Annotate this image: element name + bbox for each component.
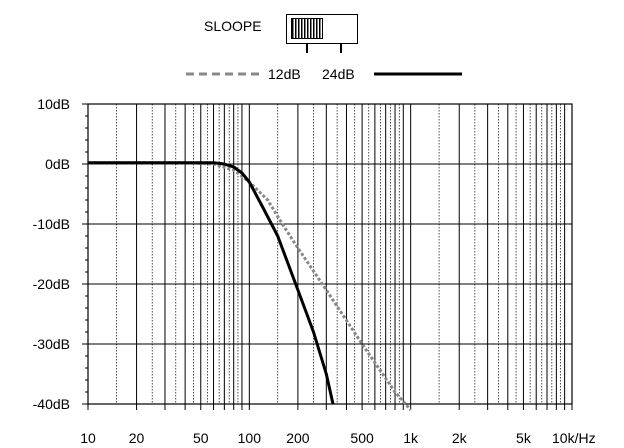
- slope-switch[interactable]: SLOOPE: [200, 10, 370, 54]
- series-line-24dB: [88, 161, 335, 405]
- y-tick-label: -30dB: [33, 336, 70, 352]
- y-tick-label: -10dB: [33, 216, 70, 232]
- y-tick-label: -20dB: [33, 276, 70, 292]
- x-tick-label: 1k: [403, 430, 419, 446]
- chart-legend: 12dB 24dB: [186, 66, 462, 82]
- x-tick-label: 10k/Hz: [552, 430, 596, 446]
- x-tick-label: 5k: [516, 430, 532, 446]
- slope-label: SLOOPE: [204, 18, 262, 34]
- legend-label-12dB: 12dB: [268, 66, 301, 82]
- slope-switch-knob[interactable]: [291, 18, 323, 39]
- slope-switch-tick-24db: [340, 44, 342, 53]
- x-tick-label: 20: [129, 430, 145, 446]
- slope-switch-tick-12db: [306, 44, 308, 53]
- x-tick-label: 10: [80, 430, 96, 446]
- slope-switch-body[interactable]: [286, 14, 358, 44]
- y-axis-labels: 10dB 0dB -10dB -20dB -30dB -40dB: [33, 96, 70, 412]
- x-tick-label: 2k: [452, 430, 468, 446]
- y-tick-label: -40dB: [33, 396, 70, 412]
- y-tick-label: 0dB: [45, 156, 70, 172]
- x-tick-label: 500: [350, 430, 374, 446]
- x-tick-label: 200: [286, 430, 310, 446]
- legend-label-24dB: 24dB: [322, 66, 355, 82]
- y-tick-label: 10dB: [37, 96, 70, 112]
- x-axis-labels: 10 20 50 100 200 500 1k 2k 5k 10k/Hz: [80, 430, 595, 446]
- series-lines: [88, 161, 412, 411]
- x-tick-label: 100: [238, 430, 262, 446]
- x-tick-label: 50: [193, 430, 209, 446]
- plot-frame: [87, 103, 573, 405]
- chart-grid: [82, 103, 573, 410]
